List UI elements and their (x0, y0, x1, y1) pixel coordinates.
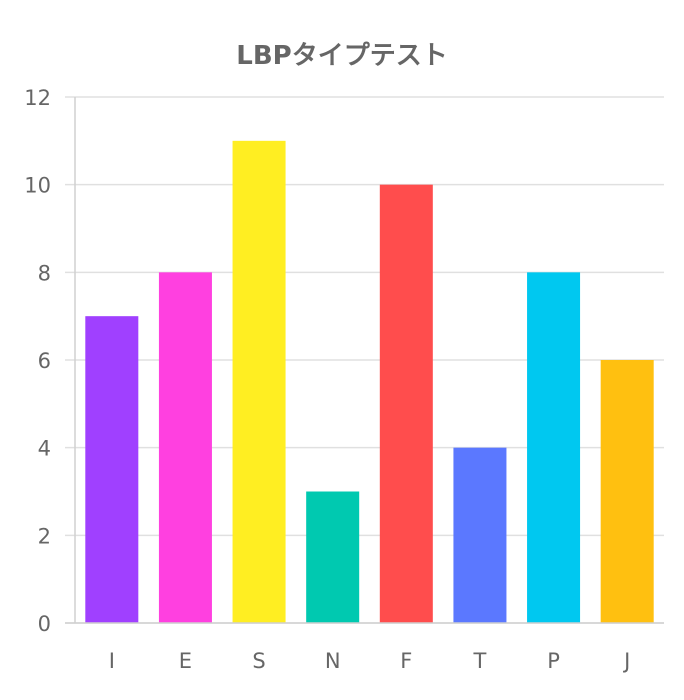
y-tick-label: 0 (38, 612, 51, 636)
x-tick-label: S (252, 649, 265, 673)
bar-f (379, 184, 433, 623)
axes (65, 97, 664, 624)
x-tick-label: J (622, 649, 630, 673)
bar-t (453, 447, 507, 623)
y-tick-labels: 0 2 4 6 8 10 12 (24, 86, 51, 636)
bar-j (600, 360, 654, 623)
y-tick-label: 10 (24, 174, 51, 198)
y-tick-label: 6 (38, 349, 51, 373)
y-tick-label: 4 (38, 437, 51, 461)
bar-n (306, 491, 360, 623)
y-tick-label: 8 (38, 261, 51, 285)
x-tick-label: E (179, 649, 192, 673)
y-tick-label: 12 (24, 86, 51, 110)
x-tick-label: T (473, 649, 487, 673)
x-tick-label: I (109, 649, 115, 673)
x-tick-label: N (325, 649, 341, 673)
bar-s (232, 140, 286, 624)
bar-p (527, 272, 581, 623)
bars (85, 140, 654, 624)
x-tick-label: P (547, 649, 560, 673)
bar-e (158, 272, 212, 623)
chart-title: LBPタイプテスト (236, 41, 447, 71)
x-tick-label: F (400, 649, 412, 673)
bar-i (85, 316, 139, 623)
y-tick-label: 2 (38, 524, 51, 548)
